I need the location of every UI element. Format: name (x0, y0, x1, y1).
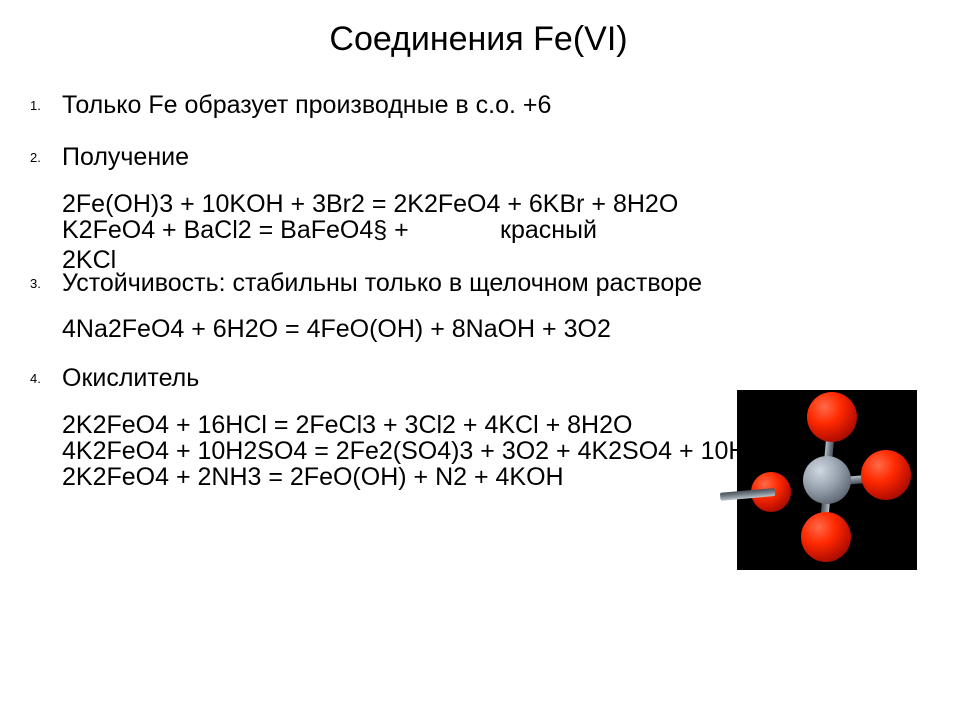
equation-3: 4Na2FeO4 + 6H2O = 4FeO(OH) + 8NaOH + 3O2 (30, 314, 927, 344)
oxygen-atom (801, 512, 851, 562)
equation-2-note: красный (500, 215, 597, 245)
oxygen-atom (807, 392, 857, 442)
equation-1-text: 2Fe(OH)3 + 10KOH + 3Br2 = 2K2FeO4 + 6KBr… (62, 190, 678, 218)
slide-title: Соединения Fe(VI) (0, 20, 957, 59)
equation-2: K2FeO4 + BaCl2 = BaFeO4§ + 2KCl красный (30, 215, 882, 275)
point-2: Получение (30, 141, 927, 175)
point-2-text: Получение (62, 143, 189, 171)
equation-2-left: K2FeO4 + BaCl2 = BaFeO4§ + 2KCl (62, 215, 442, 275)
ferrate-molecule-image (737, 390, 917, 570)
oxygen-atom (861, 450, 911, 500)
iron-atom (803, 456, 851, 504)
point-3: Устойчивость: стабильны только в щелочно… (30, 267, 927, 301)
point-1: Только Fe образует производные в с.о. +6 (30, 89, 927, 123)
equation-6-text: 2K2FeO4 + 2NH3 = 2FeO(OH) + N2 + 4KOH (62, 463, 564, 491)
point-4-text: Окислитель (62, 364, 199, 392)
equation-6: 2K2FeO4 + 2NH3 = 2FeO(OH) + N2 + 4KOH (30, 462, 582, 492)
point-3-text: Устойчивость: стабильны только в щелочно… (62, 269, 702, 297)
equation-4-text: 2K2FeO4 + 16HCl = 2FeCl3 + 3Cl2 + 4KCl +… (62, 411, 632, 439)
point-1-text: Только Fe образует производные в с.о. +6 (62, 91, 551, 119)
slide: Соединения Fe(VI) Только Fe образует про… (0, 0, 957, 719)
equation-5-text: 4K2FeO4 + 10H2SO4 = 2Fe2(SO4)3 + 3O2 + 4… (62, 437, 780, 465)
equation-3-text: 4Na2FeO4 + 6H2O = 4FeO(OH) + 8NaOH + 3O2 (62, 315, 611, 343)
